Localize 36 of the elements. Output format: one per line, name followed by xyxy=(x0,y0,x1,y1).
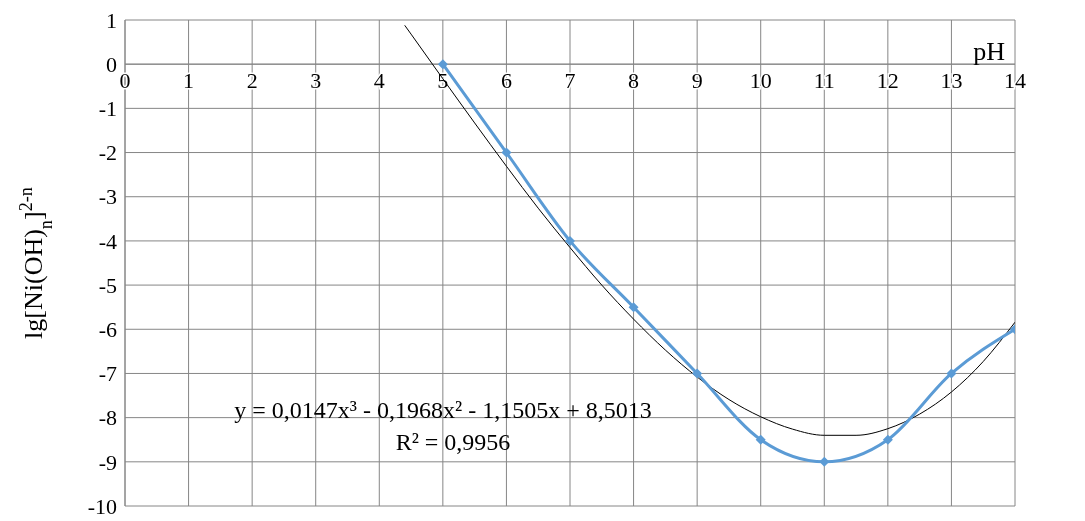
point xyxy=(755,434,766,445)
x-tick-label: 14 xyxy=(1004,68,1026,94)
y-tick-label: -1 xyxy=(98,96,117,122)
x-axis-title: pH xyxy=(973,37,1006,67)
y-tick-label: -8 xyxy=(98,405,117,431)
point xyxy=(437,59,448,70)
x-tick-label: 9 xyxy=(691,68,703,94)
x-tick-label: 2 xyxy=(246,68,258,94)
point xyxy=(882,434,893,445)
y-tick-label: 0 xyxy=(106,51,117,77)
point xyxy=(628,302,639,313)
y-tick-label: 1 xyxy=(106,7,117,33)
annotation: y = 0,0147x³ - 0,1968x² - 1,1505x + 8,5013 xyxy=(234,397,652,423)
y-tick-label: -3 xyxy=(98,184,117,210)
point xyxy=(946,368,957,379)
y-tick-label: -4 xyxy=(98,228,117,254)
y-tick-label: -2 xyxy=(98,140,117,166)
y-tick-label: -5 xyxy=(98,272,117,298)
x-tick-label: 12 xyxy=(876,68,899,94)
x-tick-label: 11 xyxy=(813,68,835,94)
x-tick-label: 8 xyxy=(628,68,640,94)
x-tick-label: 3 xyxy=(310,68,322,94)
point xyxy=(692,368,703,379)
x-tick-label: 7 xyxy=(564,68,576,94)
x-tick-label: 1 xyxy=(183,68,195,94)
point xyxy=(501,147,512,158)
y-tick-label: -10 xyxy=(87,493,117,519)
y-tick-label: -9 xyxy=(98,449,117,475)
point xyxy=(565,235,575,246)
y-tick-label: -7 xyxy=(98,361,117,387)
x-tick-label: 10 xyxy=(749,68,772,94)
x-tick-label: 4 xyxy=(373,68,385,94)
annotation: R² = 0,9956 xyxy=(395,429,511,455)
x-tick-label: 6 xyxy=(500,68,512,94)
x-tick-label: 13 xyxy=(940,68,963,94)
y-tick-label: -6 xyxy=(98,316,117,342)
